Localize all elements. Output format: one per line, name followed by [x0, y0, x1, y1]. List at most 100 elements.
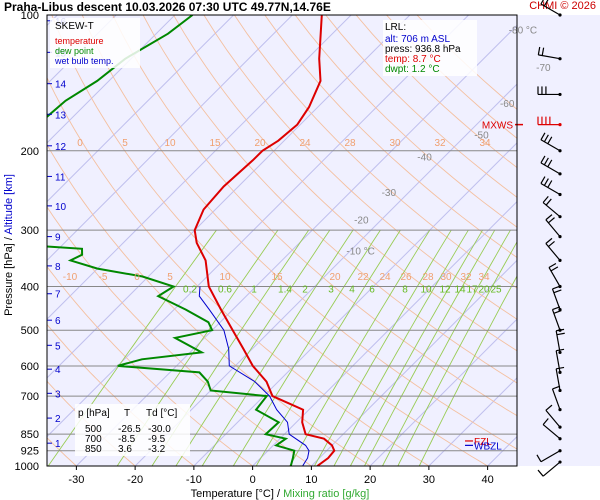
wind-barb-flag	[547, 159, 553, 168]
wind-barb-flag	[556, 332, 565, 336]
wind-barb-shaft	[545, 409, 561, 428]
wind-barb	[540, 0, 562, 17]
wind-barb-flag	[552, 306, 561, 311]
wind-barb-flag	[543, 157, 549, 166]
mixing-ratio-label-top: 10	[164, 138, 176, 149]
altitude-tick-label: 2	[55, 414, 61, 425]
mixing-ratio-line	[47, 229, 217, 466]
wind-barb-shaft	[540, 450, 561, 463]
mixing-ratio-label-top: 24	[299, 138, 311, 149]
wind-barb-flag	[543, 134, 549, 143]
dry-adiabat-label: -10 °C	[346, 247, 374, 258]
wind-barb-flag	[548, 217, 555, 224]
wind-barb-station	[558, 350, 562, 355]
marker-label-mxws: MXWS	[482, 121, 513, 132]
temperature-tick-label: -10	[186, 474, 202, 486]
mixing-ratio-label: 8	[402, 284, 408, 295]
isotherm-line	[193, 142, 517, 466]
altitude-tick-label: 6	[55, 316, 61, 327]
altitude-tick-label: 1	[55, 439, 61, 450]
chart-title: Praha-Libus descent 10.03.2026 07:30 UTC…	[4, 0, 331, 14]
y-axis-label-altitude: Altitude [km]	[3, 174, 15, 235]
wind-barb-flag	[548, 240, 555, 248]
wind-barb-shaft	[542, 461, 561, 477]
wind-barb-flag	[553, 289, 562, 294]
wind-barb-station	[558, 92, 562, 97]
mixing-ratio-label: 6	[369, 284, 375, 295]
mixing-ratio-line	[397, 241, 517, 466]
dry-adiabat-line	[325, 15, 517, 198]
mixing-ratio-label-mid: 28	[422, 272, 434, 283]
mixing-ratio-label-top: 0	[77, 138, 83, 149]
dry-adiabat-label: -20	[354, 216, 369, 227]
altitude-tick-label: 9	[55, 233, 61, 244]
summary-table-cell: -8.5	[118, 434, 136, 445]
dry-adiabat-line	[294, 15, 517, 228]
lrl-line: dwpt: 1.2 °C	[385, 64, 440, 75]
summary-table-box	[75, 404, 190, 456]
lrl-line: alt: 706 m ASL	[385, 34, 450, 45]
wind-barb-station	[558, 192, 562, 197]
wind-barb-flag	[543, 178, 549, 186]
isotherm-line	[428, 377, 517, 466]
summary-table-cell: -9.5	[148, 434, 166, 445]
wind-barb-flag	[545, 237, 553, 244]
mixing-ratio-line	[289, 229, 431, 466]
dry-adiabat-label: -40	[417, 152, 432, 163]
wind-barb-shaft	[540, 162, 561, 175]
wind-barb	[537, 460, 562, 477]
pressure-tick-label: 850	[21, 429, 39, 441]
dry-adiabat-label: -70	[536, 63, 551, 74]
x-axis-label: Temperature [°C] / Mixing ratio [g/kg]	[191, 488, 370, 500]
altitude-tick-label: 13	[55, 110, 67, 121]
isotherm-line	[252, 200, 517, 466]
wind-barb-station	[558, 123, 562, 127]
wind-barb	[540, 132, 562, 153]
wind-barb-flag	[553, 309, 562, 314]
marker-label-fzl: FZL	[474, 437, 492, 448]
altitude-tick-label: 10	[55, 202, 67, 213]
mixing-ratio-label: 2	[302, 284, 308, 295]
wind-barb-flag	[545, 404, 553, 411]
dry-adiabat-line	[173, 15, 517, 352]
mixing-ratio-label-mid: 22	[357, 272, 369, 283]
wind-barb-shaft	[540, 182, 561, 195]
mixing-ratio-line	[232, 229, 381, 466]
mixing-ratio-label-top: 5	[122, 138, 128, 149]
isotherm-line	[369, 318, 517, 466]
wind-barb-shaft	[545, 219, 561, 237]
legend-title: SKEW-T	[55, 21, 94, 32]
pressure-tick-label: 400	[21, 282, 39, 294]
wind-barb-flag	[542, 418, 549, 425]
mixing-ratio-label-mid: 24	[379, 272, 391, 283]
wind-barb-shaft	[540, 3, 561, 16]
altitude-tick-label: 7	[55, 290, 61, 301]
legend-box	[50, 18, 140, 68]
wind-barb-shaft	[551, 288, 561, 310]
mixing-ratio-label: 25	[490, 284, 502, 295]
altitude-tick-label: 12	[55, 142, 67, 153]
wind-barb-station	[558, 258, 562, 262]
wind-barb	[542, 196, 562, 219]
mixing-ratio-line	[350, 229, 483, 466]
mixing-ratio-line	[364, 229, 496, 466]
mixing-ratio-label-mid: 20	[329, 272, 341, 283]
dry-adiabat-label: -80 °C	[509, 26, 537, 37]
wind-barb-flag	[545, 198, 552, 206]
altitude-tick-label: 8	[55, 262, 61, 273]
mixing-ratio-label-mid: 15	[271, 272, 283, 283]
mixing-ratio-label-mid: -5	[99, 272, 108, 283]
pressure-tick-label: 500	[21, 325, 39, 337]
x-axis-label-temperature: Temperature [°C] /	[191, 488, 283, 500]
mixing-ratio-label: 14	[454, 284, 466, 295]
mixing-ratio-label-mid: 10	[219, 272, 231, 283]
wind-barb-station	[558, 370, 562, 374]
wind-barb-station	[558, 215, 562, 219]
wind-barb-shaft	[538, 54, 561, 60]
dry-adiabat-label: -30	[382, 188, 397, 199]
mixing-ratio-label-top: 15	[209, 138, 221, 149]
wind-barb	[545, 237, 562, 262]
mixing-ratio-label-mid: 26	[400, 272, 412, 283]
wind-barb-shaft	[545, 243, 561, 261]
wind-barb	[545, 404, 562, 429]
